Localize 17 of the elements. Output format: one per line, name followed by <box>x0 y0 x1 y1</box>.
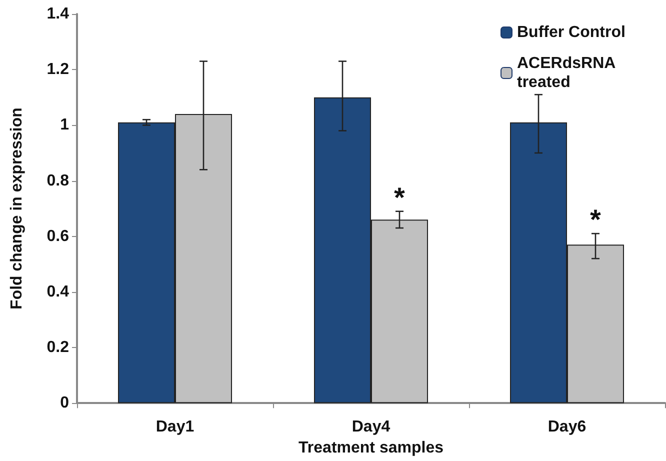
y-tick-label: 1.4 <box>46 6 70 22</box>
x-tick-label: Day1 <box>156 418 194 436</box>
y-tick-label: 1 <box>60 116 70 134</box>
y-tick-label: 0.6 <box>46 228 70 245</box>
annotation: * <box>590 204 602 236</box>
x-axis-title: Treatment samples <box>298 440 444 456</box>
y-tick-label: 0.2 <box>46 339 70 356</box>
y-tick-label: 1.2 <box>46 61 70 78</box>
annotation: * <box>394 182 406 213</box>
y-tick-label: 0 <box>60 394 70 412</box>
legend-label: Buffer Control <box>517 24 626 41</box>
x-tick-label: Day6 <box>548 418 586 436</box>
legend-label: ACERdsRNA treated <box>517 55 620 91</box>
y-tick-label: 0.8 <box>46 172 70 190</box>
y-tick-label: 0.4 <box>46 283 70 300</box>
x-tick-label: Day4 <box>352 418 390 436</box>
y-axis-title: Fold change in expression <box>8 108 26 310</box>
